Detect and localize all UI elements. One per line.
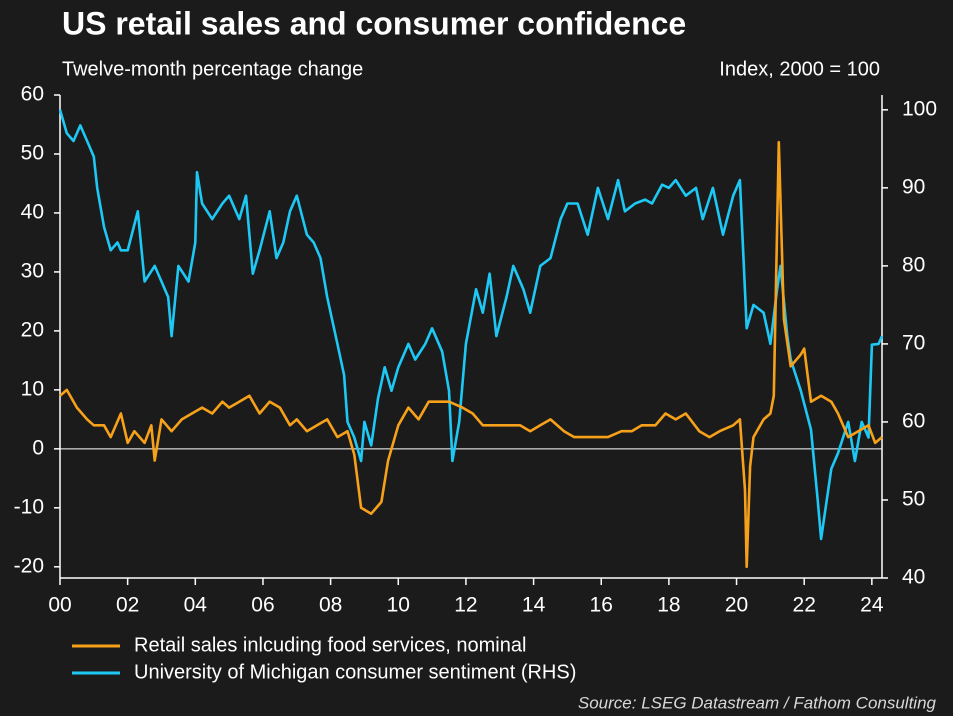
y-tick-label: 40 [21,200,44,223]
y2-tick-label: 60 [902,409,925,432]
y-tick-label: 10 [21,377,44,400]
x-tick-label: 18 [657,594,680,617]
y2-tick-label: 70 [902,331,925,354]
series-line [59,140,883,569]
y2-tick-label: 90 [902,175,925,198]
x-tick-label: 22 [793,594,816,617]
subtitle: Twelve-month percentage change [62,58,363,80]
x-tick-label: 12 [454,594,477,617]
y-tick-label: -10 [14,495,44,518]
source: Source: LSEG Datastream / Fathom Consult… [578,693,937,712]
x-tick-label: 00 [48,594,71,617]
x-tick-label: 04 [184,594,208,617]
series-line [58,109,884,541]
y2-tick-label: 100 [902,97,937,120]
y2-tick-label: 40 [902,566,925,589]
x-tick-label: 16 [590,594,613,617]
y-tick-label: 0 [32,436,44,459]
y2-label: Index, 2000 = 100 [719,58,880,80]
x-tick-label: 08 [319,594,342,617]
x-tick-label: 20 [725,594,748,617]
y-tick-label: 50 [21,142,44,165]
x-tick-label: 10 [387,594,410,617]
y2-tick-label: 50 [902,488,925,511]
chart-title: US retail sales and consumer confidence [62,5,686,41]
y-tick-label: 60 [21,83,44,106]
legend-label: University of Michigan consumer sentimen… [134,661,576,683]
x-tick-label: 02 [116,594,139,617]
x-tick-label: 24 [860,594,884,617]
y-tick-label: 20 [21,318,44,341]
y2-tick-label: 80 [902,253,925,276]
x-tick-label: 14 [522,594,546,617]
y-tick-label: -20 [14,554,44,577]
y-tick-label: 30 [21,259,44,282]
legend-label: Retail sales inlcuding food services, no… [134,634,526,656]
x-tick-label: 06 [251,594,274,617]
